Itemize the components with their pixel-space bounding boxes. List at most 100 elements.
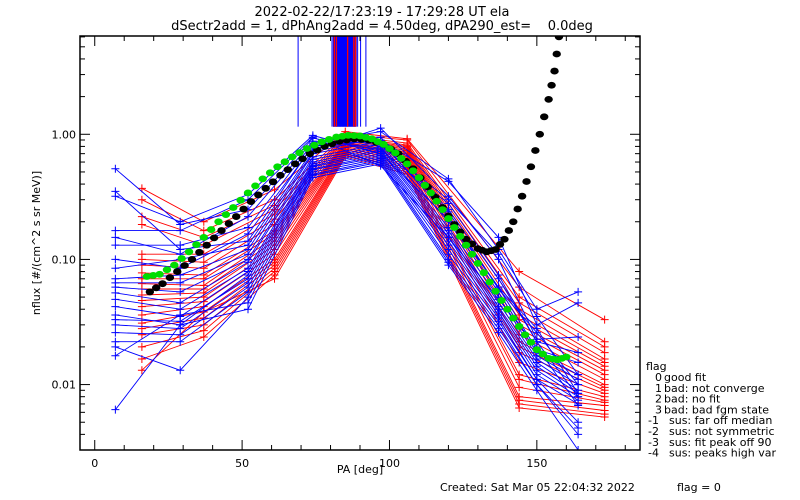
blue-spectrum-point xyxy=(111,405,120,414)
legend-entry: -2 sus: not symmetric xyxy=(648,425,775,438)
black-fit-point xyxy=(552,50,561,58)
black-fit-point xyxy=(187,256,197,263)
green-fit-point xyxy=(302,145,312,152)
green-fit-point xyxy=(295,149,304,157)
green-fit-point xyxy=(461,241,471,249)
red-spectrum-point xyxy=(137,310,146,319)
black-fit-point xyxy=(305,150,315,158)
green-fit-point xyxy=(199,233,208,241)
green-fit-point xyxy=(520,331,530,339)
blue-spectrum-line xyxy=(115,150,579,394)
green-fit-point xyxy=(243,189,253,197)
black-fit-point xyxy=(209,234,219,242)
green-fit-point xyxy=(509,314,518,322)
blue-spectrum-point xyxy=(111,328,120,337)
green-fit-point xyxy=(155,270,164,278)
legend-entry: 0 good fit xyxy=(655,371,707,384)
red-spectrum-point xyxy=(137,195,146,204)
red-spectrum-point xyxy=(137,302,146,311)
y-tick-label: 0.01 xyxy=(52,379,77,392)
green-fit-point xyxy=(229,204,238,211)
blue-spectrum-point xyxy=(444,192,453,201)
black-fit-point xyxy=(173,268,182,275)
red-spectrum-line xyxy=(141,154,605,415)
blue-spectrum-point xyxy=(444,261,453,270)
flag-value: flag = 0 xyxy=(677,481,721,494)
black-fit-point xyxy=(239,205,248,213)
red-spectrum-line xyxy=(141,156,605,418)
green-fit-point xyxy=(450,224,459,231)
chart-title: 2022-02-22/17:23:19 - 17:29:28 UT ela xyxy=(255,5,510,20)
blue-spectrum-point xyxy=(574,348,583,357)
green-fit-point xyxy=(432,197,441,205)
blue-spectrum-point xyxy=(111,241,120,250)
blue-spectrum-point xyxy=(111,295,120,304)
black-fit-point xyxy=(261,184,270,192)
green-fit-point xyxy=(379,141,388,148)
red-spectrum-point xyxy=(515,403,524,412)
red-spectrum-point xyxy=(137,330,146,339)
red-spectrum-point xyxy=(199,332,208,341)
blue-spectrum-point xyxy=(376,159,385,168)
blue-spectrum-point xyxy=(574,358,583,367)
black-fit-point xyxy=(254,191,263,199)
blue-spectrum-point xyxy=(574,332,583,341)
legend-entry: -3 sus: fit peak off 90 xyxy=(648,436,772,449)
red-spectrum-line xyxy=(141,137,605,360)
y-tick-label: 0.10 xyxy=(52,253,77,266)
blue-spectrum-point xyxy=(532,320,541,329)
green-fit-point xyxy=(149,272,158,279)
black-fit-point xyxy=(535,130,544,138)
red-spectrum-point xyxy=(515,383,524,392)
green-fit-point xyxy=(497,297,506,304)
black-fit-point xyxy=(180,262,189,269)
green-fit-point xyxy=(408,167,418,175)
red-spectrum-point xyxy=(600,413,609,422)
green-fit-point xyxy=(391,149,400,157)
blue-spectrum-point xyxy=(176,278,185,287)
blue-spectrum-point xyxy=(176,226,185,235)
black-fit-point xyxy=(165,274,175,282)
green-fit-point xyxy=(426,189,435,197)
black-fit-point xyxy=(509,218,518,226)
red-spectrum-point xyxy=(270,274,279,283)
blue-spectrum-point xyxy=(176,287,185,296)
blue-spectrum-point xyxy=(574,298,583,307)
black-fit-point xyxy=(158,280,167,288)
green-fit-point xyxy=(192,241,201,249)
blue-spectrum-line xyxy=(115,136,579,354)
green-fit-point xyxy=(503,305,512,313)
blue-spectrum-point xyxy=(244,212,252,221)
blue-spectrum-point xyxy=(111,351,120,360)
black-fit-point xyxy=(217,227,226,234)
y-axis-label: nflux [#/(cm^2 s sr MeV)] xyxy=(30,171,43,315)
blue-spectrum-point xyxy=(111,164,120,173)
black-fit-point xyxy=(145,288,155,296)
blue-spectrum-point xyxy=(111,320,120,329)
x-tick-label: 50 xyxy=(235,457,249,470)
red-spectrum-point xyxy=(199,264,208,273)
green-fit-point xyxy=(273,163,282,171)
black-fit-point xyxy=(224,220,234,227)
red-spectrum-point xyxy=(137,342,146,351)
black-fit-point xyxy=(544,95,553,103)
black-fit-point xyxy=(151,284,161,292)
green-fit-point xyxy=(170,261,179,269)
black-fit-point xyxy=(522,178,531,185)
black-fit-point xyxy=(531,147,540,154)
green-fit-point xyxy=(456,232,465,240)
black-fit-point xyxy=(290,160,300,168)
black-fit-point xyxy=(298,155,307,163)
black-fit-point xyxy=(547,81,556,89)
black-fit-point xyxy=(495,240,505,248)
green-fit-point xyxy=(214,218,223,226)
x-tick-label: 0 xyxy=(91,457,98,470)
black-fit-point xyxy=(202,241,211,249)
green-fit-point xyxy=(479,269,488,277)
x-axis-label: PA [deg] xyxy=(337,463,383,476)
red-spectrum-line xyxy=(141,142,605,380)
green-fit-point xyxy=(324,136,334,143)
black-fit-point xyxy=(276,171,285,179)
